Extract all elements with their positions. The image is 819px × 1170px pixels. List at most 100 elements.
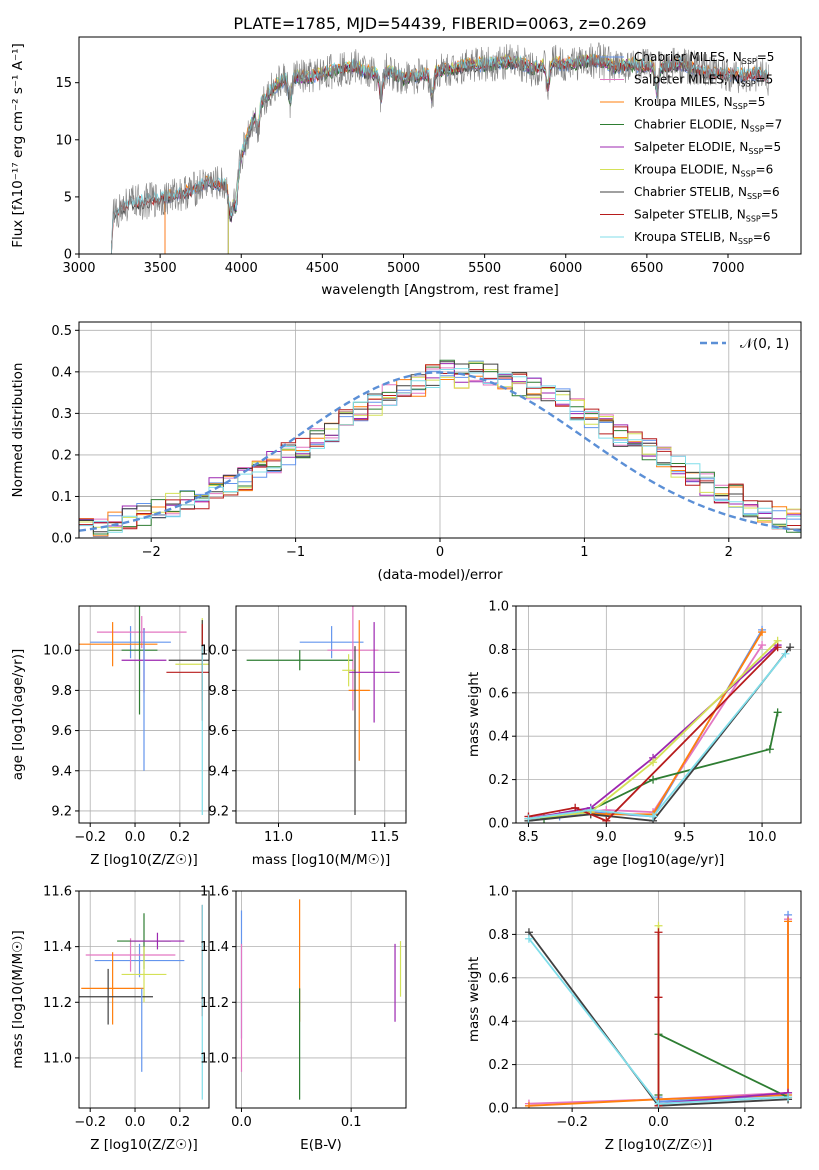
point-marker (765, 745, 774, 754)
point-marker (649, 812, 658, 821)
y-tick-label: 0.0 (488, 1102, 509, 1117)
x-tick-label: 9.0 (596, 830, 617, 845)
y-tick-label: 11.2 (43, 996, 72, 1011)
y-tick-label: 1.0 (488, 600, 509, 615)
x-tick-label: 0 (436, 545, 444, 560)
point-marker (654, 928, 663, 937)
x-tick-label: −0.2 (74, 830, 106, 845)
histogram-step (79, 368, 801, 538)
y-tick-label: 0.2 (488, 773, 509, 788)
series-line (528, 644, 779, 820)
chart-panel-1: −2 −1 0 1 2 0.0 0.1 0.2 0.3 0.4 0.5 (data-model)/er… (10, 321, 802, 583)
x-axis-label: wavelength [Angstrom, rest frame] (321, 282, 559, 298)
x-tick-label: 0.2 (735, 1115, 756, 1130)
legend-subscript: SSP (741, 170, 756, 179)
y-tick-label: 10.0 (200, 644, 229, 659)
point-marker (654, 1099, 663, 1108)
legend-label: Salpeter ELODIE, NSSP=5 (634, 140, 781, 156)
x-tick-label: −0.2 (556, 1115, 588, 1130)
axes-frame (515, 890, 802, 1109)
legend-subscript: SSP (746, 215, 761, 224)
series-line (528, 646, 779, 822)
y-tick-label: 1.0 (488, 885, 509, 900)
x-axis-label: mass [log10(M/M☉)] (252, 852, 391, 868)
figure-title: PLATE=1785, MJD=54439, FIBERID=0063, z=0… (233, 14, 646, 33)
series-line (657, 914, 789, 1103)
x-tick-label: −1 (286, 545, 305, 560)
plot-area (79, 359, 801, 538)
legend-suffix: =6 (756, 163, 774, 177)
point-marker (524, 814, 533, 823)
x-tick-label: 6500 (630, 261, 663, 276)
legend-label: Kroupa STELIB, NSSP=6 (634, 230, 771, 246)
y-tick-label: 0.1 (51, 490, 72, 505)
y-tick-label: 11.4 (43, 940, 72, 955)
x-tick-label: 7000 (711, 261, 744, 276)
x-tick-label: 0.2 (170, 830, 191, 845)
point-marker (773, 708, 782, 717)
legend-label: 𝒩(0, 1) (740, 336, 789, 352)
x-tick-label: 0.0 (648, 1115, 669, 1130)
point-marker (649, 758, 658, 767)
legend-subscript: SSP (750, 125, 765, 134)
plot-area (110, 42, 770, 254)
y-tick-label: 11.2 (200, 996, 229, 1011)
x-tick-label: 2 (725, 545, 733, 560)
legend-subscript: SSP (747, 192, 762, 201)
x-axis-label: Z [log10(Z/Z☉)] (90, 852, 198, 868)
x-tick-label: 4500 (306, 261, 339, 276)
y-tick-label: 0 (64, 248, 72, 263)
x-axis-label: age [log10(age/yr)] (593, 852, 725, 868)
legend-subscript: SSP (741, 80, 756, 89)
y-tick-label: 11.6 (200, 885, 229, 900)
x-tick-label: 3500 (144, 261, 177, 276)
legend-subscript: SSP (738, 237, 753, 246)
y-tick-label: 0.4 (488, 730, 509, 745)
x-axis-label: E(B-V) (300, 1137, 342, 1153)
x-axis-label: Z [log10(Z/Z☉)] (605, 1137, 713, 1153)
chart-panel-7: −0.2 0.0 0.2 0.0 0.2 0.4 0.6 0.8 1.0 Z [log10(Z/Z… (466, 885, 802, 1153)
point-marker (784, 1093, 793, 1102)
x-tick-label: 9.5 (674, 830, 695, 845)
y-tick-label: 9.6 (51, 724, 72, 739)
chart-panel-2: −0.2 0.0 0.2 9.2 9.4 9.6 9.8 10.0 Z [log10(Z/Z☉)… (10, 605, 210, 868)
x-tick-label: 1 (580, 545, 588, 560)
axes-frame (78, 321, 802, 539)
chart-panel-4: 8.5 9.0 9.5 10.0 0.0 0.2 0.4 0.6 0.8 1.0 age [log1… (466, 600, 802, 868)
model-spectrum-line (227, 55, 694, 254)
x-tick-label: 6000 (549, 261, 582, 276)
series-line (528, 646, 791, 822)
legend-label: Chabrier MILES, NSSP=5 (634, 50, 774, 66)
point-marker (758, 628, 767, 637)
x-tick-label: 0.1 (341, 1115, 362, 1130)
y-axis-label: mass weight (466, 957, 482, 1042)
y-tick-label: 9.2 (208, 804, 229, 819)
x-tick-label: 0.0 (231, 1115, 252, 1130)
y-tick-label: 9.8 (51, 684, 72, 699)
point-marker (649, 775, 658, 784)
x-tick-label: 3000 (62, 261, 95, 276)
normal-curve-line (79, 371, 801, 532)
x-tick-label: 10.0 (748, 830, 777, 845)
y-axis-label: mass weight (466, 672, 482, 757)
axes-frame (78, 890, 210, 1109)
y-tick-label: 0.6 (488, 971, 509, 986)
axes-frame (78, 36, 802, 255)
point-marker (784, 917, 793, 926)
y-tick-label: 11.6 (43, 885, 72, 900)
x-tick-label: 0.0 (125, 1115, 146, 1130)
x-axis-label: (data-model)/error (377, 567, 503, 583)
point-marker (758, 641, 767, 650)
y-tick-label: 0.6 (488, 686, 509, 701)
y-tick-label: 0.4 (488, 1015, 509, 1030)
legend-suffix: =5 (756, 73, 774, 87)
legend-label: Kroupa ELODIE, NSSP=6 (634, 163, 773, 179)
model-spectrum-line (227, 56, 695, 254)
plot-area (79, 606, 209, 815)
point-marker (781, 649, 790, 658)
legend-subscript: SSP (748, 147, 763, 156)
model-spectrum-line (227, 53, 694, 254)
y-tick-label: 0.8 (488, 928, 509, 943)
y-axis-label: Normed distribution (10, 363, 26, 498)
